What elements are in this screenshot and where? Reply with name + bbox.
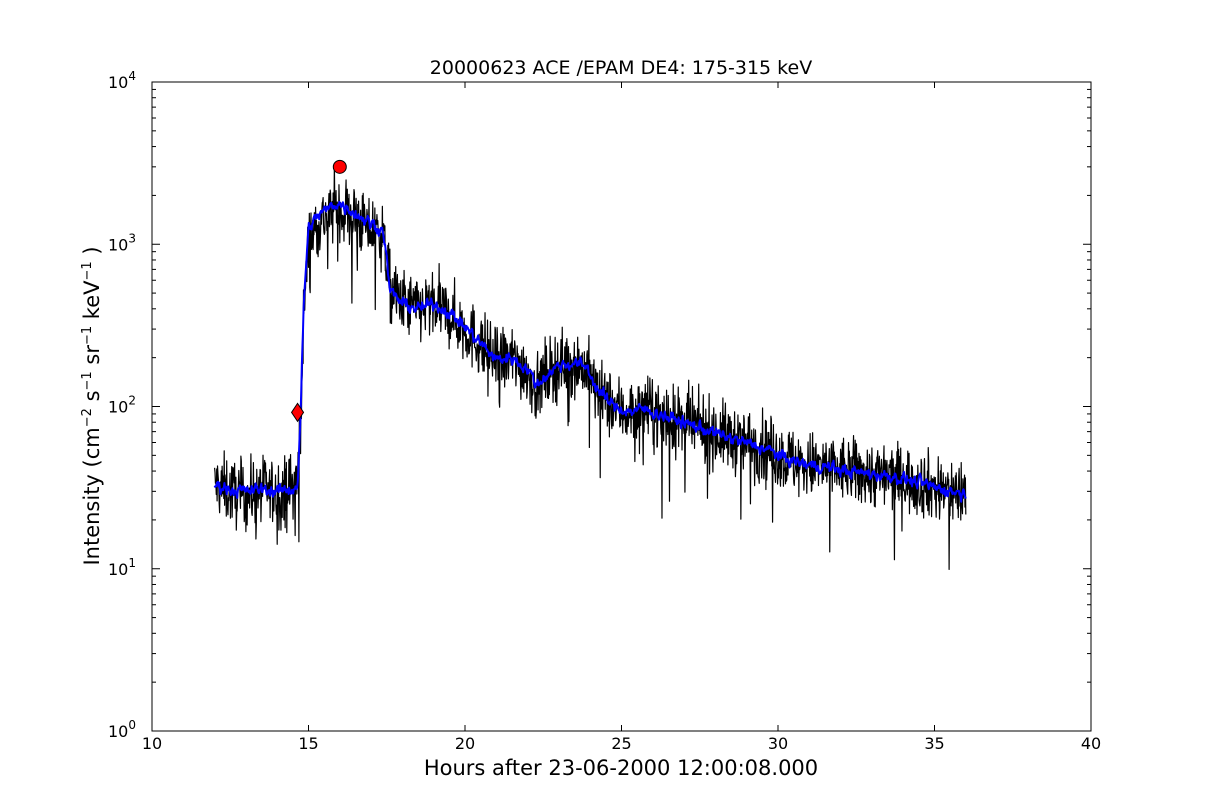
x-axis-label: Hours after 23-06-2000 12:00:08.000 <box>424 756 818 780</box>
x-tick-label: 30 <box>768 734 788 753</box>
y-axis-label-text: keV <box>80 280 104 326</box>
y-axis-label-sup: −1 <box>80 261 95 280</box>
y-tick-label: 100 <box>108 718 136 741</box>
onset-marker <box>290 402 305 423</box>
y-tick-label: 102 <box>108 394 136 417</box>
y-tick-label-base: 10 <box>108 398 128 417</box>
x-tick-label: 20 <box>455 734 475 753</box>
y-tick-label-base: 10 <box>108 560 128 579</box>
y-tick-label-exp: 3 <box>128 231 136 245</box>
y-tick-label: 101 <box>108 556 136 579</box>
x-tick-label: 15 <box>298 734 318 753</box>
y-axis-label: Intensity (cm−2 s−1 sr−1 keV−1 ) <box>80 246 104 565</box>
x-tick-label: 40 <box>1081 734 1101 753</box>
y-axis-label-sup: −2 <box>80 408 95 427</box>
y-tick-label-base: 10 <box>108 73 128 92</box>
y-tick-label-exp: 4 <box>128 69 136 83</box>
x-tick-label: 10 <box>142 734 162 753</box>
series-line-smoothed <box>213 200 967 503</box>
y-tick-label-base: 10 <box>108 722 128 741</box>
y-tick-label: 103 <box>108 231 136 254</box>
y-tick-label-exp: 0 <box>128 718 136 732</box>
y-axis-label-text: sr <box>80 345 104 372</box>
y-axis-label-text: s <box>80 390 104 408</box>
chart-title: 20000623 ACE /EPAM DE4: 175-315 keV <box>430 57 812 79</box>
x-tick-label: 25 <box>611 734 631 753</box>
y-axis-label-text: Intensity (cm <box>80 427 104 565</box>
x-tick-label: 35 <box>924 734 944 753</box>
y-tick-label-base: 10 <box>108 235 128 254</box>
y-tick-label: 104 <box>108 69 136 92</box>
peak-marker <box>332 159 347 174</box>
series-layer <box>213 164 967 570</box>
y-axis-label-sup: −1 <box>80 326 95 345</box>
y-axis-label-text: ) <box>80 246 104 261</box>
series-line-raw <box>214 164 967 570</box>
y-tick-label-exp: 1 <box>128 556 136 570</box>
y-axis-label-sup: −1 <box>80 371 95 390</box>
y-tick-label-exp: 2 <box>128 394 136 408</box>
marker-layer <box>290 159 347 423</box>
